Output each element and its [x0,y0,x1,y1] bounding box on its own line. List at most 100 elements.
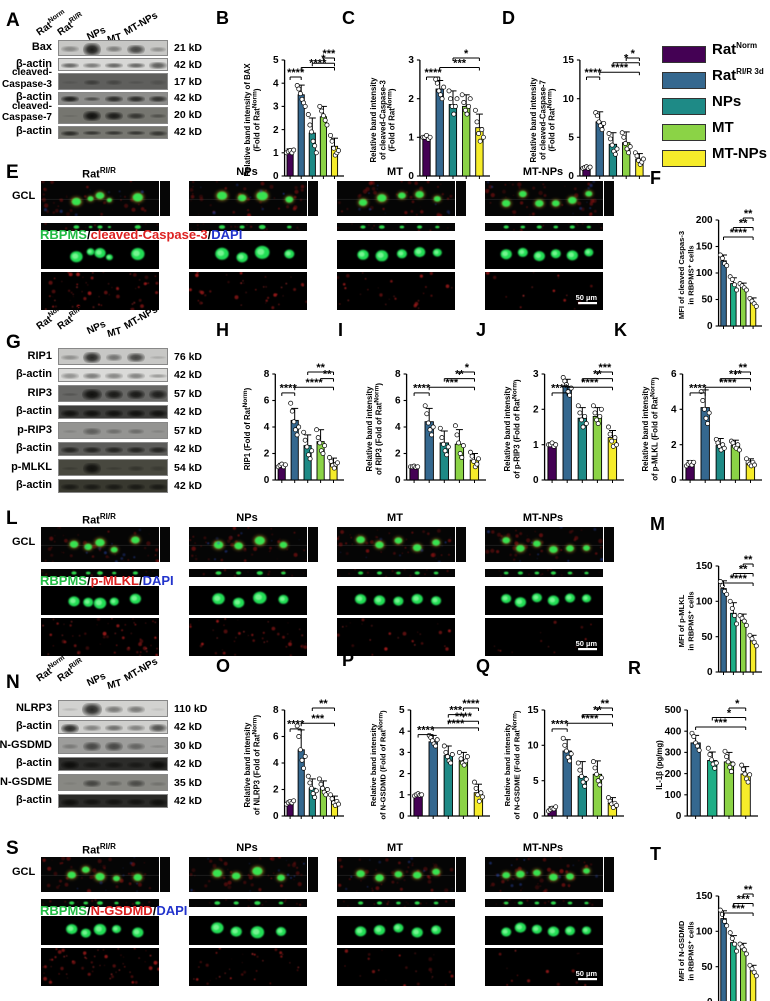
svg-text:of NLRP3 (Fold of RatNorm): of NLRP3 (Fold of RatNorm) [251,715,261,816]
svg-text:***: *** [714,717,728,729]
svg-text:Relative band intensity of BAX: Relative band intensity of BAX [243,63,252,177]
svg-text:3: 3 [533,369,539,380]
svg-text:2: 2 [395,449,401,460]
svg-text:200: 200 [696,215,713,226]
svg-text:0: 0 [399,811,405,822]
svg-text:in RBPMS⁺ cells: in RBPMS⁺ cells [686,591,695,650]
svg-text:(Fold of RatNorm): (Fold of RatNorm) [387,88,397,151]
svg-text:50 µm: 50 µm [576,639,598,648]
svg-text:4: 4 [671,404,677,415]
svg-text:8: 8 [395,369,401,380]
svg-text:1: 1 [533,440,539,451]
svg-text:Relative band intensity: Relative band intensity [369,723,378,806]
svg-text:****: **** [689,383,707,395]
svg-text:2: 2 [671,440,677,451]
svg-text:400: 400 [665,726,682,737]
svg-text:8: 8 [264,369,270,380]
svg-text:Relative band intensity: Relative band intensity [641,386,650,472]
svg-text:0: 0 [533,811,539,822]
svg-text:15: 15 [527,705,539,716]
svg-text:3: 3 [399,748,405,759]
svg-text:3: 3 [408,55,414,66]
svg-text:6: 6 [264,396,270,407]
svg-text:150: 150 [696,561,713,572]
svg-text:**: ** [744,884,753,896]
svg-text:500: 500 [665,705,682,716]
svg-text:0: 0 [264,475,270,486]
svg-text:Relative band intensity: Relative band intensity [369,77,378,163]
svg-text:5: 5 [533,776,539,787]
svg-text:**: ** [744,554,753,566]
svg-text:0: 0 [707,997,713,1001]
svg-text:Relative band intensity: Relative band intensity [503,723,512,806]
svg-text:0: 0 [671,475,677,486]
svg-text:**: ** [601,698,610,710]
svg-text:of p-MLKL (Fold of RatNorm): of p-MLKL (Fold of RatNorm) [649,377,659,481]
svg-text:2: 2 [273,125,279,136]
svg-text:*: * [631,48,636,60]
svg-text:0: 0 [676,811,682,822]
svg-text:*: * [321,53,326,65]
svg-text:**: ** [739,362,748,374]
svg-text:1: 1 [399,790,405,801]
svg-text:4: 4 [273,78,279,89]
svg-text:50: 50 [701,632,713,643]
svg-text:50 µm: 50 µm [576,969,598,978]
svg-text:15: 15 [563,55,575,66]
svg-text:150: 150 [696,891,713,902]
svg-text:0: 0 [533,475,539,486]
svg-text:0: 0 [273,811,279,822]
svg-text:1: 1 [273,148,279,159]
svg-text:of p-RIP3 (Fold of RatNorm): of p-RIP3 (Fold of RatNorm) [511,379,521,479]
svg-text:0: 0 [395,475,401,486]
svg-text:6: 6 [671,369,677,380]
svg-text:(Fold of RatNorm): (Fold of RatNorm) [251,88,261,151]
svg-text:5: 5 [399,705,405,716]
svg-text:in RBPMS⁺ cells: in RBPMS⁺ cells [686,921,695,980]
svg-text:**: ** [319,698,328,710]
svg-text:2: 2 [399,769,405,780]
svg-text:***: *** [311,713,325,725]
svg-text:****: **** [551,383,569,395]
svg-text:**: ** [744,208,753,220]
svg-text:6: 6 [273,732,279,743]
svg-text:200: 200 [665,769,682,780]
svg-text:100: 100 [696,597,713,608]
svg-text:2: 2 [408,94,414,105]
svg-text:4: 4 [273,758,279,769]
svg-text:****: **** [413,383,431,395]
svg-text:****: **** [462,698,480,710]
svg-text:5: 5 [568,133,574,144]
svg-text:***: *** [449,704,463,716]
svg-text:(Fold of RatNorm): (Fold of RatNorm) [547,88,557,151]
svg-text:MFI of cleaved Caspas-3: MFI of cleaved Caspas-3 [677,231,686,319]
svg-text:IL-1β (pg/mg): IL-1β (pg/mg) [655,740,664,790]
svg-text:50 µm: 50 µm [576,293,598,302]
svg-text:***: *** [598,362,612,374]
svg-text:of RIP3 (Fold of RatNorm): of RIP3 (Fold of RatNorm) [373,383,383,475]
svg-text:10: 10 [563,94,575,105]
svg-text:100: 100 [696,927,713,938]
svg-text:****: **** [287,719,305,731]
svg-text:*: * [464,48,469,60]
svg-text:RIP1 (Fold of RatNorm): RIP1 (Fold of RatNorm) [242,387,252,470]
svg-text:of N-GSDME (Fold of RatNorm): of N-GSDME (Fold of RatNorm) [511,710,521,819]
svg-text:8: 8 [273,705,279,716]
svg-text:1: 1 [408,133,414,144]
svg-text:in RBPMS⁺ cells: in RBPMS⁺ cells [686,245,695,304]
svg-text:6: 6 [395,396,401,407]
svg-text:*: * [465,362,470,374]
svg-text:4: 4 [264,422,270,433]
svg-text:4: 4 [399,726,405,737]
svg-text:****: **** [417,724,435,736]
svg-text:MFI of N-GSDMD: MFI of N-GSDMD [677,920,686,981]
svg-text:50: 50 [701,295,713,306]
svg-text:150: 150 [696,242,713,253]
svg-text:Relative band intensity: Relative band intensity [529,77,538,163]
svg-text:****: **** [551,719,569,731]
svg-text:of N-GSDMD (Fold of RatNorm): of N-GSDMD (Fold of RatNorm) [377,710,387,820]
svg-text:100: 100 [665,790,682,801]
svg-text:*: * [735,698,740,710]
svg-text:4: 4 [395,422,401,433]
svg-text:MFI of p-MLKL: MFI of p-MLKL [677,594,686,647]
